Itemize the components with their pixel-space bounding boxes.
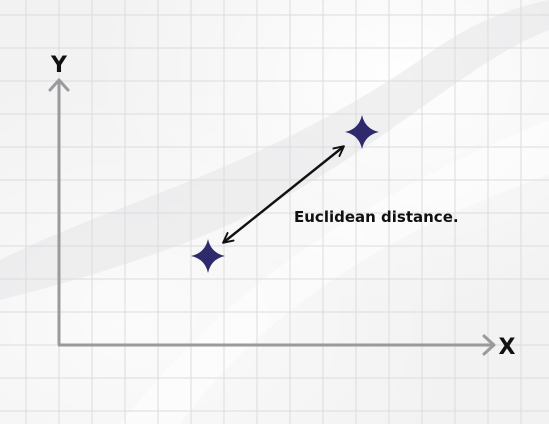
point-b-star-icon <box>345 115 379 149</box>
background-swirl <box>120 120 549 424</box>
x-axis-arrow-icon <box>482 334 496 356</box>
distance-label: Euclidean distance. <box>294 208 459 226</box>
y-axis-arrow-icon <box>48 78 70 92</box>
x-axis-label: X <box>499 335 516 360</box>
y-axis-label: Y <box>50 53 68 78</box>
point-a-star-icon <box>191 239 225 273</box>
distance-arrow <box>222 145 345 244</box>
